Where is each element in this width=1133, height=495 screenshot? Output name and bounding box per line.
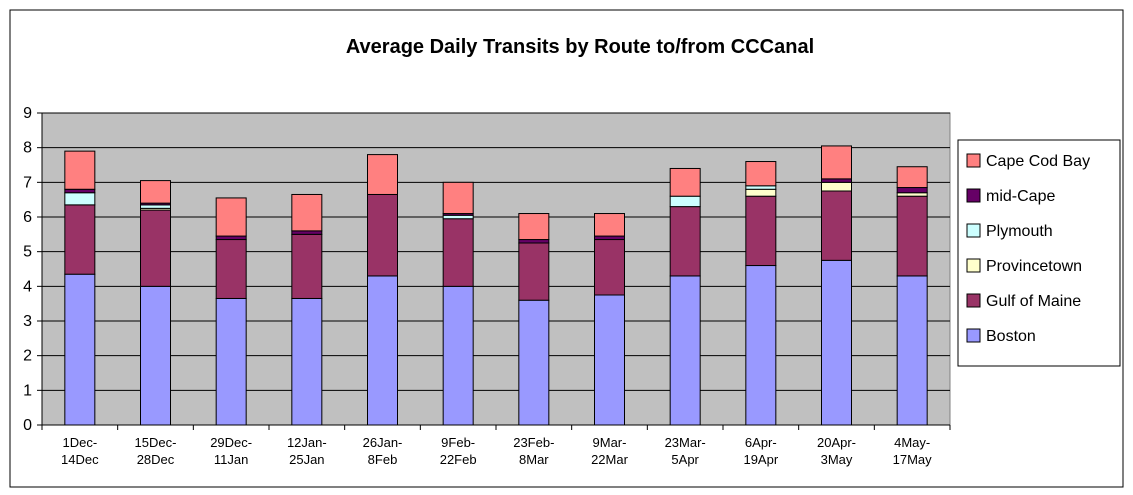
bar-segment (669, 275, 701, 426)
bar-segment (518, 213, 550, 241)
y-tick-label: 5 (23, 244, 32, 261)
plot-area (41, 112, 951, 426)
legend-swatch (966, 293, 981, 308)
legend-label: Provincetown (986, 258, 1082, 275)
legend-label: Gulf of Maine (986, 293, 1081, 310)
bar-segment (594, 294, 625, 426)
legend-label: mid-Cape (986, 188, 1055, 205)
bar-segment (442, 214, 474, 220)
x-tick-label: 23Feb-8Mar (513, 435, 554, 467)
legend-swatch (966, 258, 981, 273)
legend-label: Boston (986, 328, 1036, 345)
legend-swatch (966, 223, 981, 238)
bar-segment (442, 218, 474, 287)
legend-label: Plymouth (986, 223, 1053, 240)
y-tick-label: 8 (23, 140, 32, 157)
bar-segment (745, 185, 777, 190)
bar-segment (518, 299, 550, 426)
bar-segment (518, 242, 550, 301)
bar-segment (745, 188, 777, 197)
legend-swatch (966, 328, 981, 343)
bar-segment (64, 192, 96, 206)
bar-segment (367, 193, 398, 277)
legend (957, 139, 1121, 367)
legend-label: Cape Cod Bay (986, 153, 1090, 170)
x-tick-label: 1Dec-14Dec (61, 435, 99, 467)
y-tick-label: 2 (23, 348, 32, 365)
x-tick-label: 23Mar-5Apr (665, 435, 706, 467)
bar-segment (140, 285, 171, 426)
y-tick-label: 7 (23, 174, 32, 191)
bar-segment (291, 233, 323, 299)
x-tick-label: 9Mar-22Mar (591, 435, 629, 467)
y-tick-label: 4 (23, 278, 32, 295)
bar-segment (367, 275, 398, 426)
x-tick-label: 9Feb-22Feb (440, 435, 477, 467)
bar-segment (64, 188, 96, 194)
bar-segment (896, 187, 928, 194)
bar-segment (594, 213, 625, 237)
bar-segment (442, 181, 474, 215)
bar-segment (896, 195, 928, 277)
bar-segment (442, 285, 474, 426)
legend-swatch (966, 188, 981, 203)
x-tick-label: 4May-17May (893, 435, 933, 467)
bar-segment (669, 206, 701, 277)
x-tick-label: 6Apr-19Apr (743, 435, 778, 467)
bar-segment (896, 275, 928, 426)
bar-segment (215, 297, 247, 426)
bar-segment (821, 145, 852, 180)
bar-segment (594, 235, 625, 241)
bar-segment (367, 154, 398, 195)
bar-segment (64, 150, 96, 190)
x-tick-label: 20Apr-3May (817, 435, 856, 467)
bar-segment (821, 259, 852, 426)
bar-segment (821, 178, 852, 183)
bar-segment (140, 180, 171, 204)
x-tick-label: 15Dec-28Dec (135, 435, 177, 467)
bar-segment (745, 195, 777, 267)
bar-segment (291, 193, 323, 232)
x-tick-label: 29Dec-11Jan (210, 435, 252, 467)
bar-segment (291, 297, 323, 426)
y-tick-label: 9 (23, 105, 32, 122)
bar-segment (291, 230, 323, 235)
x-tick-label: 26Jan-8Feb (363, 435, 403, 467)
legend-swatch (966, 153, 981, 168)
bar-segment (669, 167, 701, 197)
bar-segment (215, 239, 247, 299)
chart-title: Average Daily Transits by Route to/from … (346, 36, 814, 58)
y-tick-label: 6 (23, 209, 32, 226)
bar-segment (745, 161, 777, 187)
bar-segment (821, 181, 852, 192)
bar-segment (821, 190, 852, 261)
bar-segment (896, 192, 928, 197)
bar-segment (745, 265, 777, 426)
bar-segment (669, 195, 701, 208)
y-tick-label: 3 (23, 313, 32, 330)
bar-segment (140, 209, 171, 287)
bar-segment (64, 204, 96, 275)
x-tick-label: 12Jan-25Jan (287, 435, 327, 467)
bar-segment (140, 204, 171, 209)
bar-segment (518, 239, 550, 244)
bar-segment (215, 197, 247, 237)
bar-segment (64, 273, 96, 426)
bar-segment (215, 235, 247, 241)
y-tick-label: 0 (23, 417, 32, 434)
y-tick-label: 1 (23, 382, 32, 399)
bar-segment (594, 239, 625, 296)
bar-segment (896, 166, 928, 189)
